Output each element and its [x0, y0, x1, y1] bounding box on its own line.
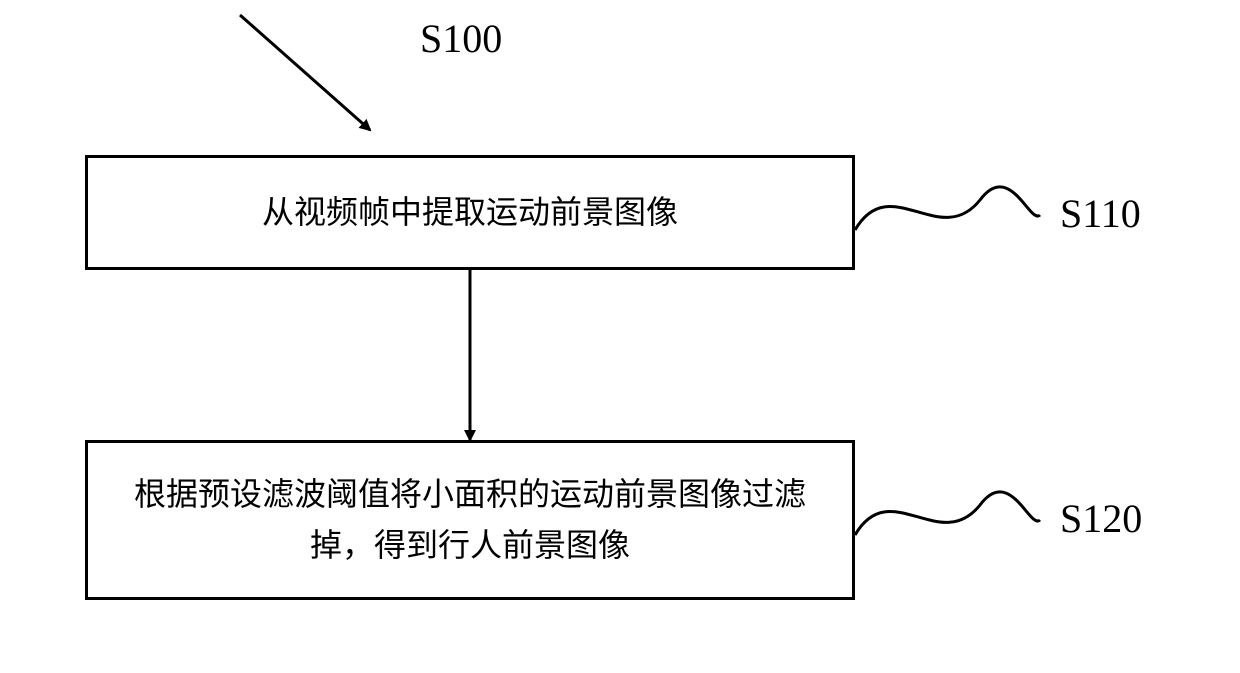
curve-connector-s120 [855, 492, 1040, 535]
step-text-s120: 根据预设滤波阈值将小面积的运动前景图像过滤掉，得到行人前景图像 [108, 469, 832, 571]
curve-connector-s110 [855, 187, 1040, 230]
step-box-s110: 从视频帧中提取运动前景图像 [85, 155, 855, 270]
arrow-s100 [240, 15, 370, 130]
step-box-s120: 根据预设滤波阈值将小面积的运动前景图像过滤掉，得到行人前景图像 [85, 440, 855, 600]
step-text-s110: 从视频帧中提取运动前景图像 [262, 187, 678, 238]
step-label-s120: S120 [1060, 495, 1142, 542]
step-label-s100: S100 [420, 15, 502, 62]
step-label-s110: S110 [1060, 190, 1141, 237]
diagram-canvas: 从视频帧中提取运动前景图像 根据预设滤波阈值将小面积的运动前景图像过滤掉，得到行… [0, 0, 1240, 673]
